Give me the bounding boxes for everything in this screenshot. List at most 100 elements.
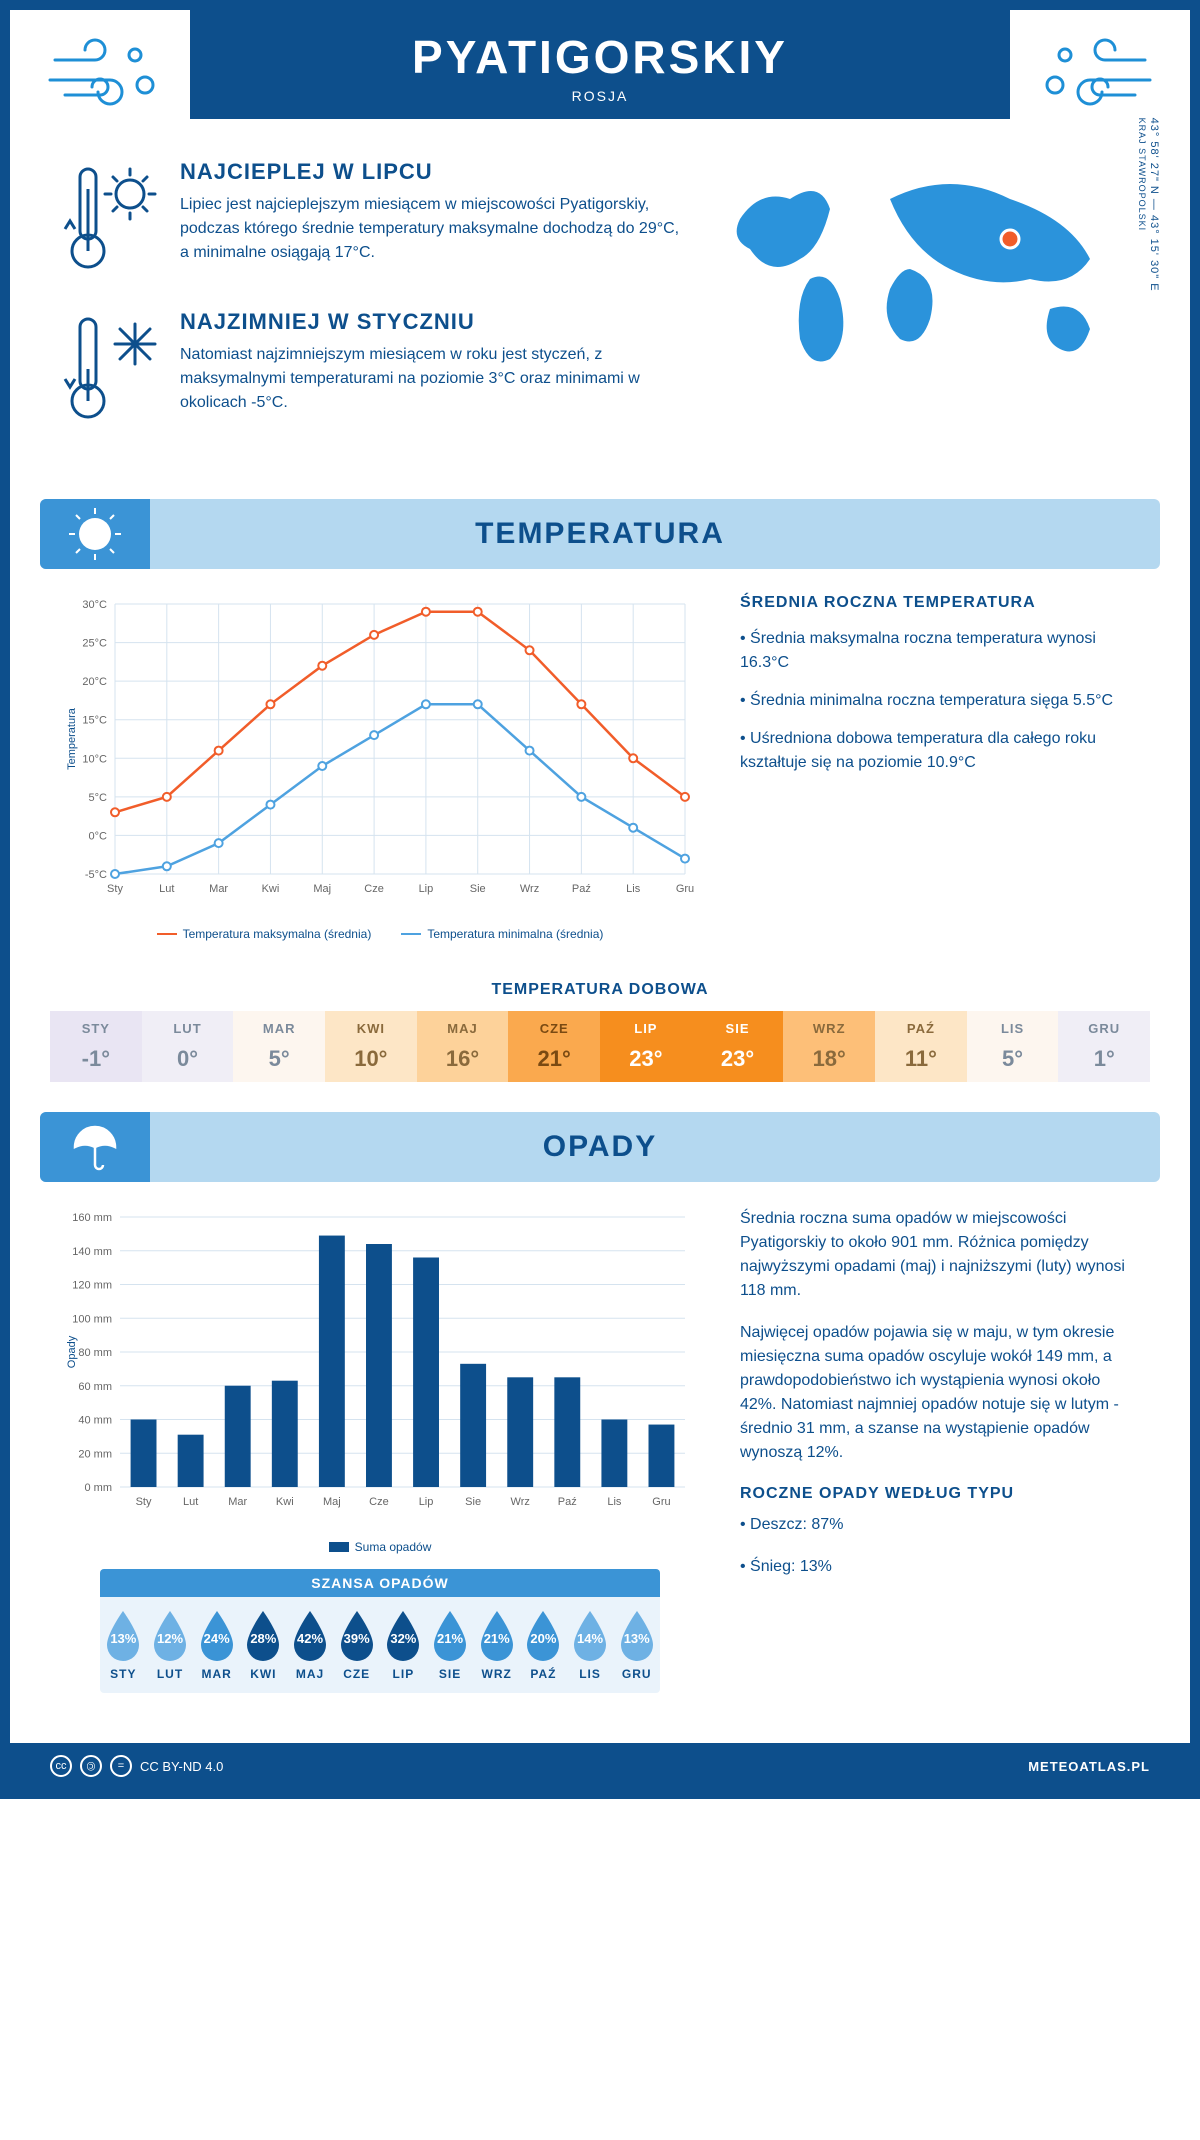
daily-temp-cell: MAR5° [233,1011,325,1082]
chance-drop-cell: 12%LUT [147,1609,194,1681]
thermometer-sun-icon [60,159,160,284]
precip-info-para: Średnia roczna suma opadów w miejscowośc… [740,1207,1140,1303]
hot-text: Lipiec jest najcieplejszym miesiącem w m… [180,193,680,265]
svg-text:Maj: Maj [313,883,331,895]
infographic-page: PYATIGORSKIY ROSJA NAJCIEPLEJ W LIPCU Li… [0,0,1200,1799]
daily-temp-row: STY-1°LUT0°MAR5°KWI10°MAJ16°CZE21°LIP23°… [50,1011,1150,1082]
wind-icon [45,35,165,120]
section-header-temp: TEMPERATURA [40,499,1160,569]
by-icon: 🄯 [80,1755,102,1777]
daily-temp-cell: STY-1° [50,1011,142,1082]
world-map: 43° 58' 27" N — 43° 15' 30" E KRAJ STAWR… [710,159,1140,459]
daily-temp-cell: LIS5° [967,1011,1059,1082]
temp-info-bullet: • Średnia minimalna roczna temperatura s… [740,689,1140,713]
svg-text:Gru: Gru [676,883,694,895]
chance-drop-cell: 24%MAR [193,1609,240,1681]
nd-icon: = [110,1755,132,1777]
cold-text: Natomiast najzimniejszym miesiącem w rok… [180,343,680,415]
svg-text:Mar: Mar [228,1496,247,1508]
license-block: cc 🄯 = CC BY-ND 4.0 [50,1755,223,1777]
svg-text:Paź: Paź [572,883,591,895]
svg-text:Lis: Lis [626,883,641,895]
svg-text:Maj: Maj [323,1496,341,1508]
svg-text:Lut: Lut [183,1496,198,1508]
svg-text:10°C: 10°C [82,753,107,765]
svg-text:Lis: Lis [607,1496,622,1508]
svg-text:0°C: 0°C [89,830,108,842]
section-title-temp: TEMPERATURA [475,517,725,551]
svg-text:20°C: 20°C [82,676,107,688]
daily-temp-cell: CZE21° [508,1011,600,1082]
hot-block: NAJCIEPLEJ W LIPCU Lipiec jest najcieple… [60,159,680,284]
chance-drop-cell: 39%CZE [333,1609,380,1681]
daily-temp-cell: KWI10° [325,1011,417,1082]
svg-text:80 mm: 80 mm [78,1347,112,1359]
precip-type-snow: • Śnieg: 13% [740,1555,1140,1579]
precip-type-rain: • Deszcz: 87% [740,1513,1140,1537]
temperature-line-chart: -5°C0°C5°C10°C15°C20°C25°C30°CStyLutMarK… [60,594,700,941]
svg-text:60 mm: 60 mm [78,1381,112,1393]
daily-temp-title: TEMPERATURA DOBOWA [10,981,1190,999]
section-header-precip: OPADY [40,1112,1160,1182]
daily-temp-cell: LUT0° [142,1011,234,1082]
daily-temp-cell: MAJ16° [417,1011,509,1082]
footer: cc 🄯 = CC BY-ND 4.0 METEOATLAS.PL [10,1743,1190,1789]
daily-temp-cell: SIE23° [692,1011,784,1082]
precip-info-para: Najwięcej opadów pojawia się w maju, w t… [740,1321,1140,1465]
svg-text:Sie: Sie [470,883,486,895]
svg-text:Lip: Lip [419,883,434,895]
chance-drop-cell: 13%GRU [613,1609,660,1681]
svg-text:Lip: Lip [419,1496,434,1508]
svg-text:20 mm: 20 mm [78,1448,112,1460]
chance-drop-cell: 20%PAŹ [520,1609,567,1681]
header-banner: PYATIGORSKIY ROSJA [190,10,1010,119]
svg-text:-5°C: -5°C [85,869,107,881]
temp-info-title: ŚREDNIA ROCZNA TEMPERATURA [740,594,1140,612]
svg-text:Cze: Cze [369,1496,389,1508]
precip-chance-box: SZANSA OPADÓW 13%STY12%LUT24%MAR28%KWI42… [100,1569,660,1693]
daily-temp-cell: GRU1° [1058,1011,1150,1082]
daily-temp-cell: PAŹ11° [875,1011,967,1082]
cc-icon: cc [50,1755,72,1777]
svg-text:120 mm: 120 mm [72,1280,112,1292]
svg-text:Temperatura: Temperatura [66,707,78,770]
svg-text:15°C: 15°C [82,715,107,727]
svg-text:0 mm: 0 mm [85,1482,113,1494]
svg-text:40 mm: 40 mm [78,1415,112,1427]
svg-text:Kwi: Kwi [262,883,280,895]
svg-text:160 mm: 160 mm [72,1212,112,1224]
svg-text:Wrz: Wrz [520,883,539,895]
svg-text:Opady: Opady [66,1335,78,1368]
site-name: METEOATLAS.PL [1028,1759,1150,1774]
temp-info-bullet: • Średnia maksymalna roczna temperatura … [740,627,1140,675]
svg-text:Lut: Lut [159,883,174,895]
cold-title: NAJZIMNIEJ W STYCZNIU [180,309,680,335]
umbrella-icon [40,1112,150,1182]
precip-info-box: Średnia roczna suma opadów w miejscowośc… [740,1207,1140,1597]
chance-drop-cell: 32%LIP [380,1609,427,1681]
temp-info-bullet: • Uśredniona dobowa temperatura dla całe… [740,727,1140,775]
precip-chart-legend: Suma opadów [60,1540,700,1554]
section-title-precip: OPADY [543,1130,657,1164]
precip-type-title: ROCZNE OPADY WEDŁUG TYPU [740,1485,1140,1503]
svg-text:Sty: Sty [136,1496,152,1508]
intro-section: NAJCIEPLEJ W LIPCU Lipiec jest najcieple… [10,149,1190,489]
map-coords-label: 43° 58' 27" N — 43° 15' 30" E KRAJ STAWR… [1136,118,1160,292]
temp-info-box: ŚREDNIA ROCZNA TEMPERATURA • Średnia mak… [740,594,1140,789]
svg-text:Paź: Paź [558,1496,577,1508]
svg-text:5°C: 5°C [89,792,108,804]
page-subtitle: ROSJA [190,88,1010,104]
daily-temp-cell: WRZ18° [783,1011,875,1082]
hot-title: NAJCIEPLEJ W LIPCU [180,159,680,185]
page-title: PYATIGORSKIY [190,30,1010,84]
chance-drop-cell: 21%WRZ [473,1609,520,1681]
svg-text:100 mm: 100 mm [72,1313,112,1325]
precipitation-bar-chart: 0 mm 20 mm 40 mm 60 mm 80 mm 100 mm 120 mm 140 … [60,1207,700,1554]
wind-icon [1035,35,1155,120]
chance-title: SZANSA OPADÓW [100,1569,660,1597]
license-text: CC BY-ND 4.0 [140,1759,223,1774]
svg-text:Mar: Mar [209,883,228,895]
sun-icon [40,499,150,569]
svg-text:140 mm: 140 mm [72,1246,112,1258]
chance-drop-cell: 42%MAJ [287,1609,334,1681]
